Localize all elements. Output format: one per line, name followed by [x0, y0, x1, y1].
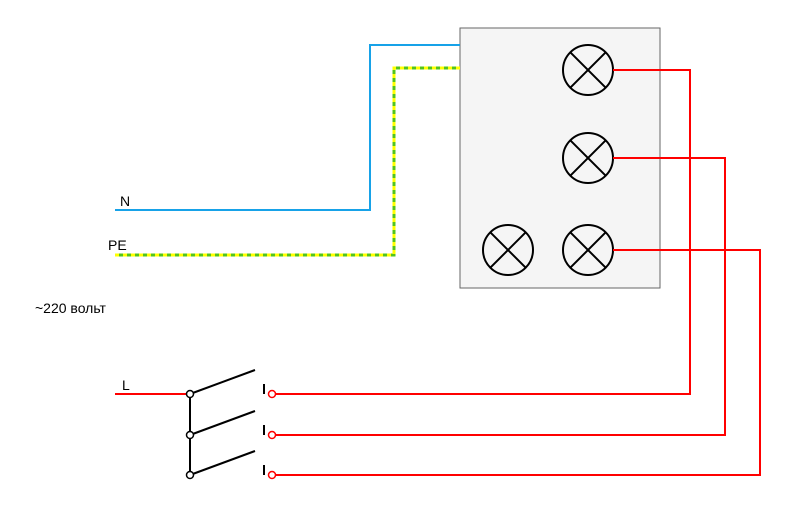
switch-lever — [190, 370, 255, 394]
voltage-label: ~220 вольт — [35, 300, 106, 316]
switch-lever — [190, 411, 255, 435]
switch-node — [187, 472, 194, 479]
switch-node — [187, 432, 194, 439]
switch-node — [187, 391, 194, 398]
neutral-label: N — [120, 193, 130, 209]
line-label: L — [122, 377, 130, 393]
switch-contact-node — [269, 472, 276, 479]
switch-contact-node — [269, 391, 276, 398]
neutral-wire — [115, 45, 460, 210]
pe-label: PE — [108, 237, 127, 253]
pe-wire-base — [115, 68, 460, 255]
switch-lever — [190, 451, 255, 475]
pe-wire-dash — [115, 68, 460, 255]
switch-contact-node — [269, 432, 276, 439]
